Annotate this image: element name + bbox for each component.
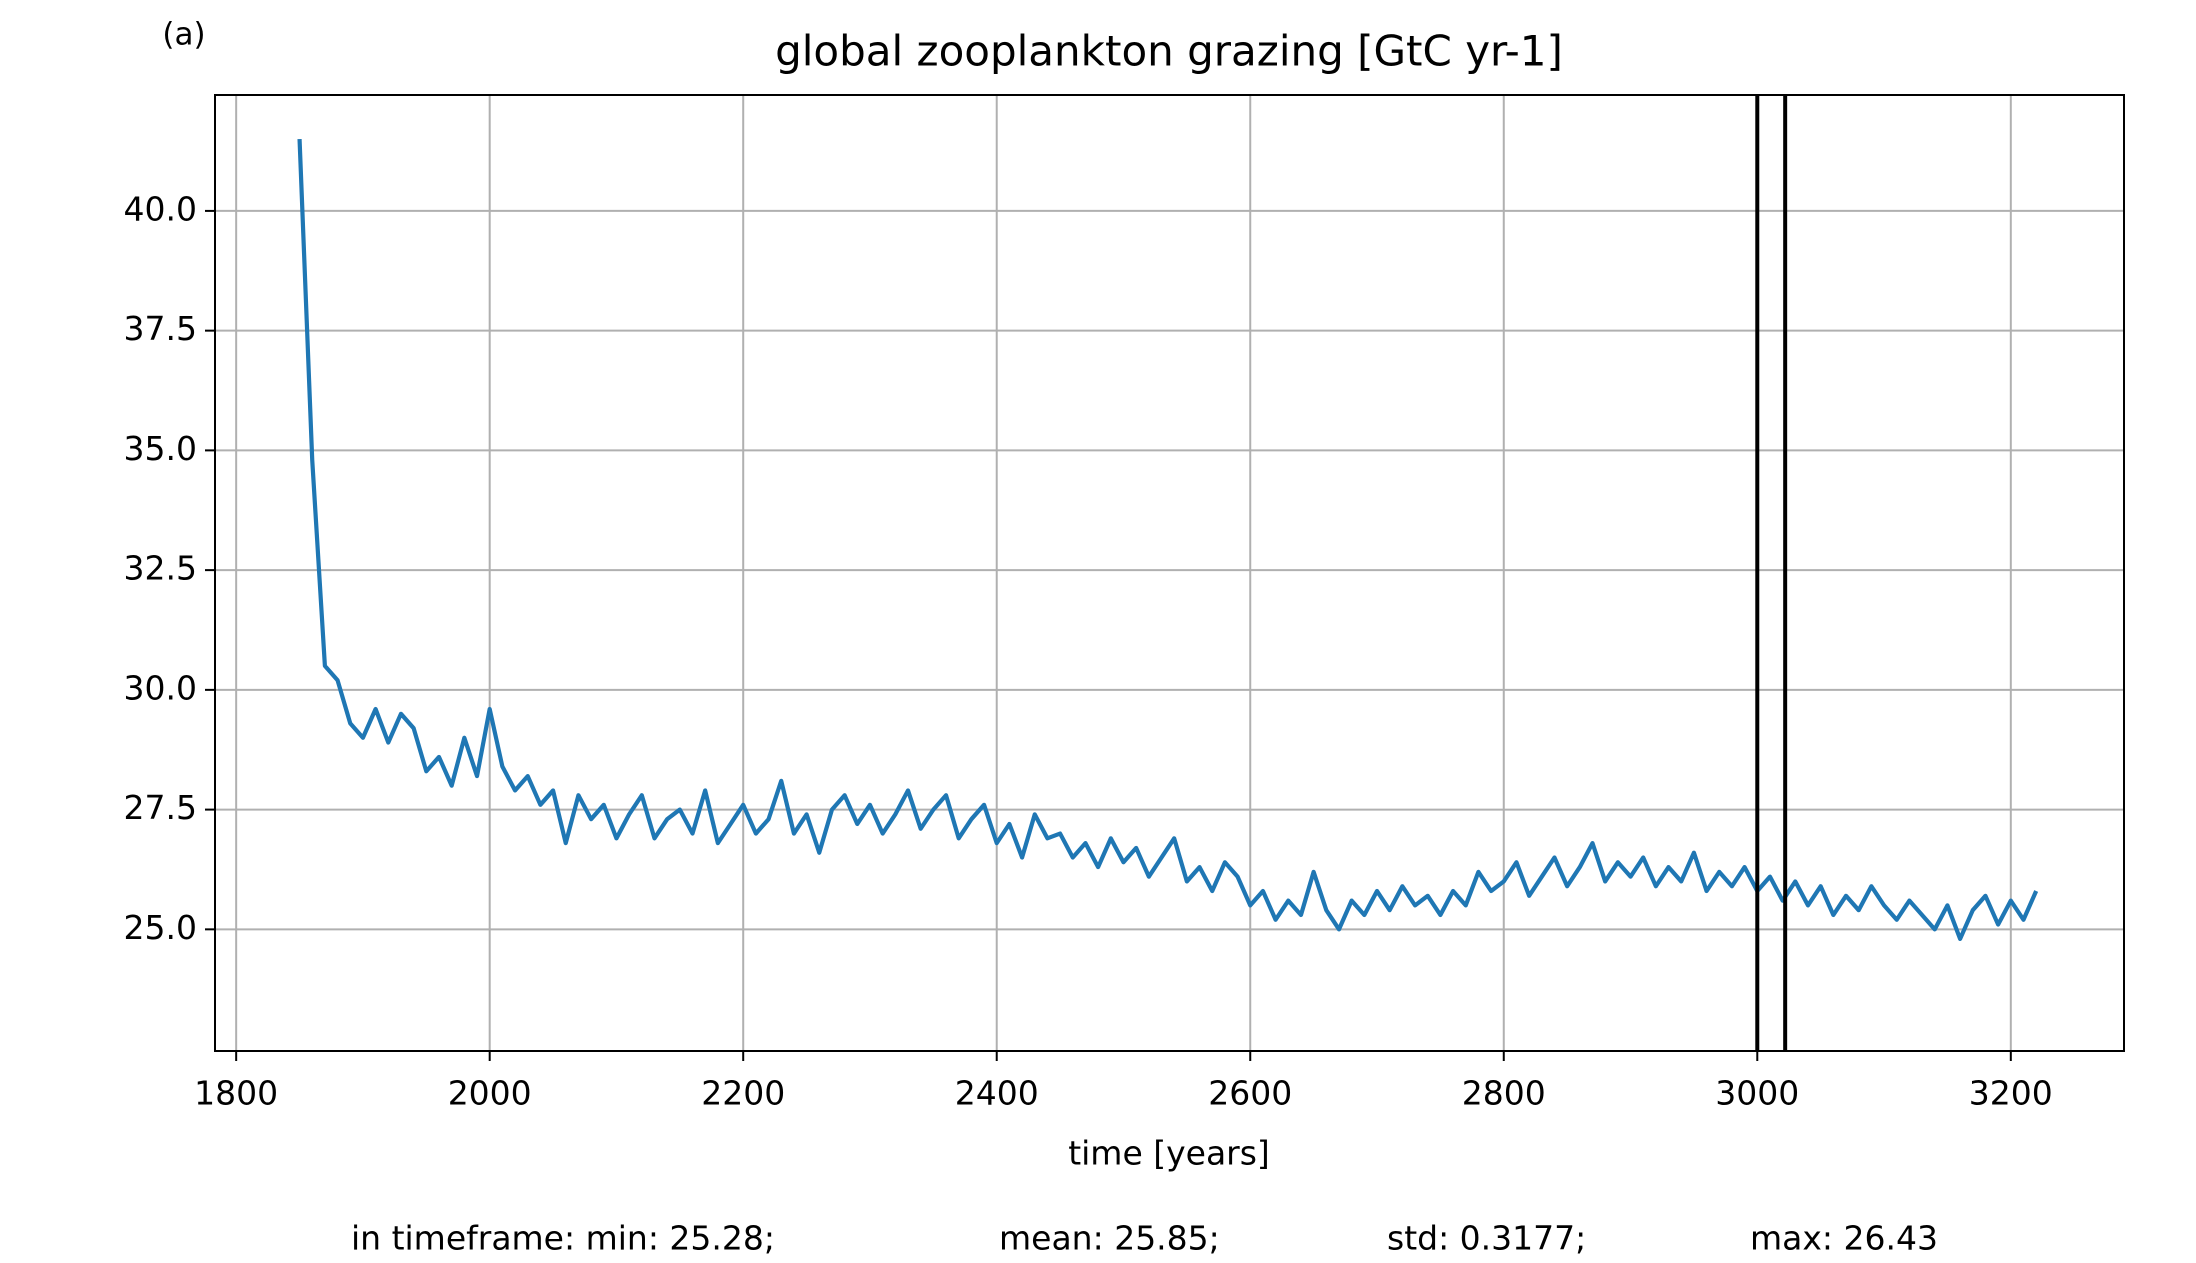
- y-tick-label: 30.0: [124, 668, 197, 707]
- x-tick-label: 2600: [1208, 1074, 1292, 1113]
- stat: mean: 25.85;: [999, 1219, 1220, 1258]
- stat: max: 26.43: [1750, 1219, 1938, 1258]
- stat: in timeframe: min: 25.28;: [351, 1219, 775, 1258]
- data-line: [297, 138, 2039, 942]
- plot-frame: [214, 94, 2125, 1052]
- panel-label: (a): [162, 17, 205, 53]
- x-tick-label: 2400: [955, 1074, 1039, 1113]
- x-axis-label: time [years]: [1068, 1134, 1270, 1173]
- y-tick-label: 25.0: [124, 908, 197, 947]
- y-tick-label: 35.0: [124, 429, 197, 468]
- x-tick-label: 3000: [1715, 1074, 1799, 1113]
- stat: std: 0.3177;: [1387, 1219, 1586, 1258]
- y-tick-label: 32.5: [124, 549, 197, 588]
- x-tick-label: 2000: [448, 1074, 532, 1113]
- x-tick-label: 3200: [1969, 1074, 2053, 1113]
- x-tick-label: 1800: [194, 1074, 278, 1113]
- y-tick-label: 40.0: [124, 189, 197, 228]
- x-tick-label: 2800: [1462, 1074, 1546, 1113]
- x-tick-label: 2200: [701, 1074, 785, 1113]
- y-tick-label: 27.5: [124, 788, 197, 827]
- y-tick-label: 37.5: [124, 309, 197, 348]
- chart-title: global zooplankton grazing [GtC yr-1]: [775, 27, 1563, 76]
